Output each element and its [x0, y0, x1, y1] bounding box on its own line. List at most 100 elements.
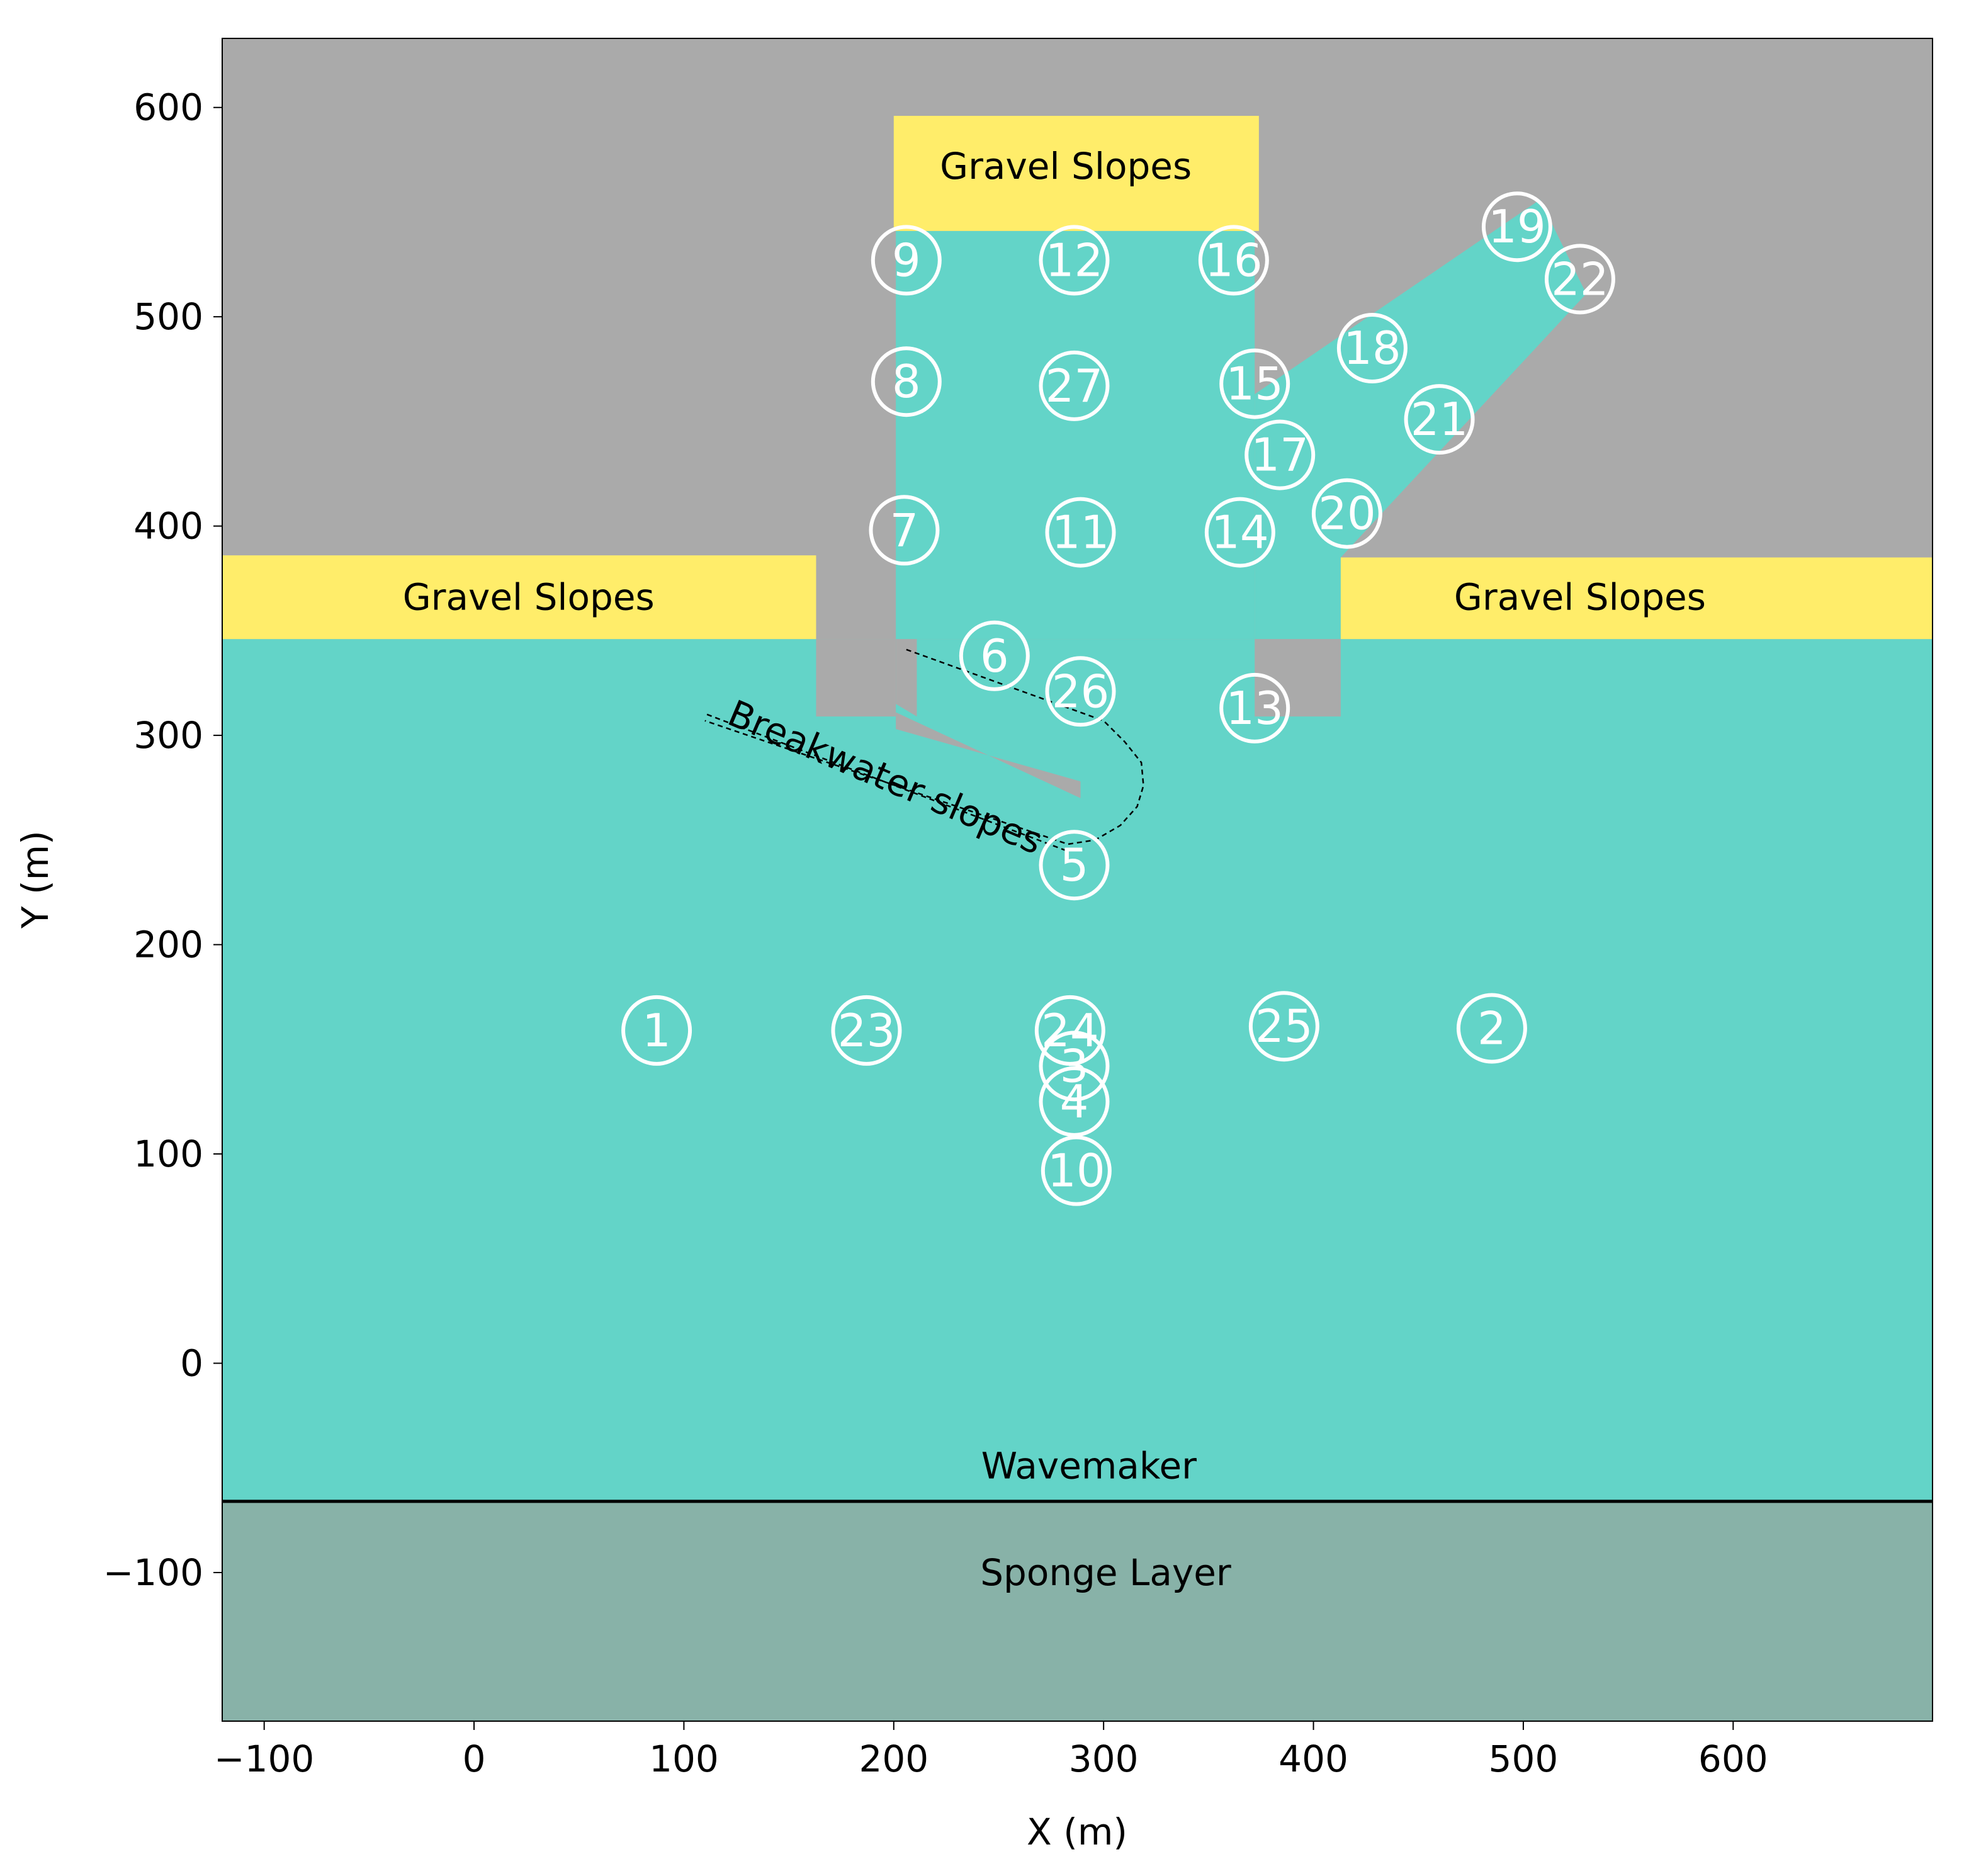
gauge-circle	[1336, 313, 1408, 384]
gauge-10: 10	[1041, 1135, 1112, 1206]
gauge-label: 9	[892, 234, 921, 286]
gauge-12: 12	[1039, 225, 1110, 296]
x-axis-label: X (m)	[1027, 1811, 1127, 1853]
gauge-circle	[1544, 244, 1615, 315]
gauge-circle	[1219, 348, 1290, 419]
breakwater-slopes-edge	[706, 713, 1066, 852]
harbour-basin	[896, 230, 1255, 640]
gauge-14: 14	[1204, 497, 1275, 568]
gauge-22: 22	[1544, 244, 1615, 315]
gauge-circle	[1034, 995, 1105, 1066]
x-tick-label: 500	[1489, 1738, 1559, 1780]
gauge-label: 23	[838, 1004, 896, 1057]
diagonal-channel	[1255, 199, 1586, 640]
gauge-circle	[1039, 1066, 1110, 1137]
gauge-8: 8	[871, 346, 942, 417]
y-axis: −100 0 100 200 300 400 500 600	[103, 86, 222, 1594]
y-tick-label: 300	[133, 714, 203, 757]
gauge-label: 20	[1318, 487, 1376, 540]
gauge-21: 21	[1404, 384, 1475, 455]
x-tick-label: 400	[1278, 1738, 1348, 1780]
y-tick-label: 400	[133, 505, 203, 548]
sponge-layer	[222, 1501, 1933, 1721]
y-tick-label: 600	[133, 86, 203, 129]
gravel-slopes-right-label: Gravel Slopes	[1454, 576, 1706, 619]
gauge-circle	[1248, 991, 1319, 1062]
x-tick-label: 300	[1069, 1738, 1139, 1780]
gauge-label: 24	[1041, 1004, 1099, 1057]
gauge-13: 13	[1219, 672, 1290, 743]
gauge-label: 25	[1255, 1000, 1313, 1053]
x-tick-label: −100	[214, 1738, 314, 1780]
axes-frame	[222, 38, 1933, 1722]
gauge-15: 15	[1219, 348, 1290, 419]
gauge-circle	[959, 620, 1030, 691]
gravel-slopes-top-label: Gravel Slopes	[940, 145, 1192, 188]
gauge-label: 22	[1551, 252, 1609, 305]
gauge-label: 21	[1411, 393, 1469, 446]
gravel-slopes-left	[222, 555, 816, 640]
gauge-27: 27	[1039, 350, 1110, 421]
plot-area: Gravel Slopes Gravel Slopes Gravel Slopes S…	[222, 38, 1933, 1721]
gauge-3: 3	[1039, 1031, 1110, 1102]
gauge-label: 4	[1060, 1075, 1089, 1128]
gauge-circle	[1039, 225, 1110, 296]
x-axis: −100 0 100 200 300 400 500 600	[214, 1721, 1768, 1780]
gauge-24: 24	[1034, 995, 1105, 1066]
gravel-slopes-left-label: Gravel Slopes	[403, 576, 655, 619]
gauge-label: 15	[1226, 358, 1284, 410]
gauge-26: 26	[1045, 656, 1116, 727]
gauge-circle	[621, 995, 692, 1066]
gauge-label: 5	[1060, 839, 1089, 891]
y-tick-label: 500	[133, 295, 203, 338]
y-tick-label: 100	[133, 1133, 203, 1175]
sponge-layer-label: Sponge Layer	[980, 1551, 1231, 1594]
gauge-label: 12	[1046, 234, 1103, 286]
x-tick-label: 600	[1698, 1738, 1768, 1780]
breakwater-slopes-outline	[704, 648, 1144, 845]
y-tick-label: −100	[103, 1551, 203, 1594]
gauge-circle	[1198, 225, 1269, 296]
gauge-circle	[1039, 830, 1110, 901]
gauge-circle	[1045, 497, 1116, 568]
gauge-label: 8	[892, 355, 921, 408]
gauge-circle	[1219, 672, 1290, 743]
breakwater-arm	[896, 712, 1081, 798]
y-tick-label: 200	[133, 924, 203, 966]
gauge-circle	[1244, 419, 1316, 490]
quay-wall-left	[816, 639, 896, 717]
gauge-label: 13	[1226, 682, 1284, 735]
gravel-slopes-right	[1340, 557, 1933, 640]
gauge-11: 11	[1045, 497, 1116, 568]
gauge-circle	[1039, 1031, 1110, 1102]
gauge-23: 23	[831, 995, 902, 1066]
gravel-slopes-top	[893, 116, 1259, 231]
gauge-circle	[1041, 1135, 1112, 1206]
gauge-circle	[1039, 350, 1110, 421]
gauge-5: 5	[1039, 830, 1110, 901]
gauge-label: 3	[1060, 1039, 1089, 1092]
y-tick-label: 0	[180, 1342, 203, 1384]
gauge-label: 26	[1052, 665, 1110, 718]
gauge-label: 6	[980, 630, 1009, 682]
gauge-20: 20	[1311, 478, 1382, 549]
gauge-label: 27	[1046, 359, 1103, 412]
gauge-7: 7	[869, 495, 940, 566]
x-tick-label: 100	[649, 1738, 719, 1780]
gauge-18: 18	[1336, 313, 1408, 384]
gauge-16: 16	[1198, 225, 1269, 296]
gauge-label: 19	[1488, 200, 1546, 253]
gauge-circle	[1204, 497, 1275, 568]
y-axis-label: Y (m)	[14, 830, 57, 929]
gauge-label: 10	[1047, 1144, 1105, 1197]
gauge-circle	[869, 495, 940, 566]
gauge-25: 25	[1248, 991, 1319, 1062]
gauge-1: 1	[621, 995, 692, 1066]
x-tick-label: 0	[463, 1738, 486, 1780]
gauge-circle	[831, 995, 902, 1066]
gauge-label: 17	[1251, 429, 1309, 482]
gauge-circle	[1481, 191, 1552, 263]
gauge-17: 17	[1244, 419, 1316, 490]
